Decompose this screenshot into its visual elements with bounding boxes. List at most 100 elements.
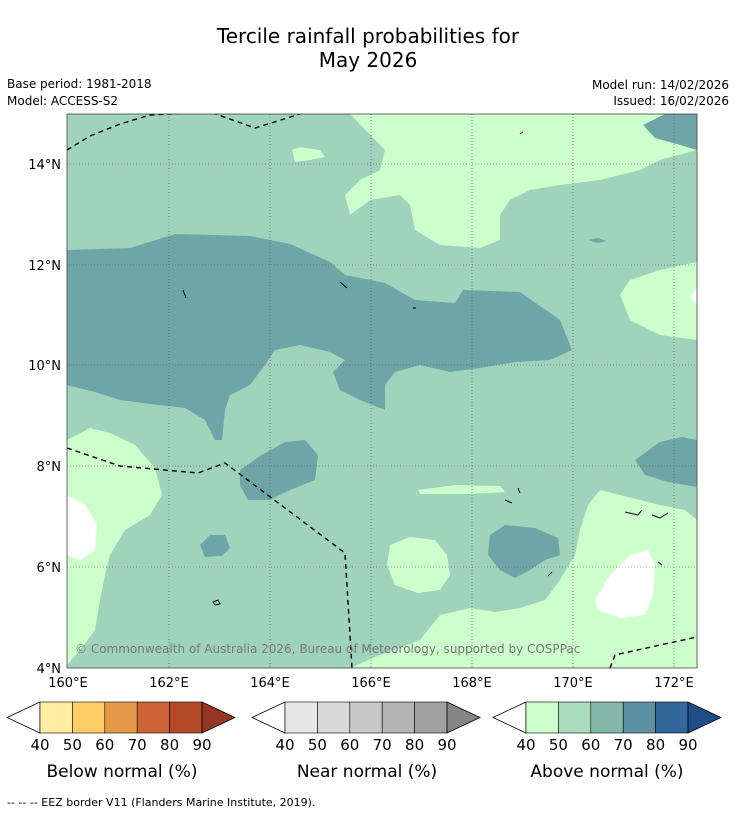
colorbar-segment xyxy=(136,701,170,734)
colorbar-segment xyxy=(655,701,689,734)
above-normal-40-strip xyxy=(418,485,505,494)
island xyxy=(339,281,348,289)
colorbar-segment xyxy=(349,701,383,734)
lon-label-162e: 162°E xyxy=(149,676,189,691)
eez-legend-note: -- -- -- EEZ border V11 (Flanders Marine… xyxy=(7,796,316,809)
colorbar-tick-label: 90 xyxy=(437,736,457,754)
copyright-notice: © Commonwealth of Australia 2026, Bureau… xyxy=(75,642,580,656)
lon-label-172e: 172°E xyxy=(654,676,694,691)
map-frame xyxy=(66,113,698,669)
lon-label-160e: 160°E xyxy=(48,676,88,691)
eez-border-west xyxy=(67,447,353,668)
above-normal-40-east-region xyxy=(620,262,697,340)
map-area: © Commonwealth of Australia 2026, Bureau… xyxy=(67,114,697,668)
colorbar-under-triangle xyxy=(492,701,527,734)
colorbar-segment xyxy=(39,701,73,734)
island xyxy=(547,571,553,577)
colorbar-near-title: Near normal (%) xyxy=(296,762,438,782)
model-label: Model: ACCESS-S2 xyxy=(7,94,119,108)
colorbar-tick-label: 80 xyxy=(405,736,425,754)
above-normal-60-patch-west xyxy=(240,440,318,500)
islands xyxy=(182,131,669,606)
colorbar-tick-label: 60 xyxy=(340,736,360,754)
colorbar-tick-label: 40 xyxy=(30,736,50,754)
colorbar-segment xyxy=(558,701,592,734)
colorbar-tick-label: 80 xyxy=(646,736,666,754)
lat-label-10n: 10°N xyxy=(28,359,61,374)
issued-label: Issued: 16/02/2026 xyxy=(613,94,729,108)
lon-label-170e: 170°E xyxy=(553,676,593,691)
colorbar-under-triangle xyxy=(251,701,286,734)
colorbar-above-normal xyxy=(492,701,722,734)
island xyxy=(517,487,521,494)
colorbar-tick-label: 70 xyxy=(127,736,147,754)
colorbar-near-normal xyxy=(251,701,481,734)
lat-label-4n: 4°N xyxy=(37,662,62,677)
colorbar-segment xyxy=(284,701,318,734)
colorbar-over-triangle xyxy=(446,701,481,734)
colorbar-segment xyxy=(622,701,656,734)
colorbar-over-triangle xyxy=(687,701,722,734)
colorbar-segment xyxy=(72,701,106,734)
colorbar-segment xyxy=(381,701,415,734)
colorbar-tick-label: 60 xyxy=(95,736,115,754)
lat-label-12n: 12°N xyxy=(28,259,61,274)
colorbar-tick-label: 70 xyxy=(372,736,392,754)
colorbar-under-triangle xyxy=(6,701,41,734)
map-title-line1: Tercile rainfall probabilities for xyxy=(216,24,520,48)
lat-axis-labels: 14°N 12°N 10°N 8°N 6°N 4°N xyxy=(28,158,61,677)
model-run-label: Model run: 14/02/2026 xyxy=(591,78,729,92)
colorbar-tick-label: 40 xyxy=(516,736,536,754)
colorbar-tick-label: 90 xyxy=(678,736,698,754)
colorbar-segment xyxy=(104,701,138,734)
island xyxy=(504,499,513,504)
colorbar-over-triangle xyxy=(201,701,236,734)
above-normal-40-southeast-region xyxy=(350,490,697,668)
colorbar-segment xyxy=(525,701,559,734)
lon-label-164e: 164°E xyxy=(250,676,290,691)
above-normal-60-band xyxy=(67,234,572,440)
above-normal-60-patch-northeast xyxy=(643,114,697,150)
above-normal-40-west-region xyxy=(67,428,162,665)
colorbar-segment xyxy=(414,701,448,734)
colorbar-segment xyxy=(169,701,203,734)
lon-axis-labels: 160°E 162°E 164°E 166°E 168°E 170°E 172°… xyxy=(48,676,694,691)
no-signal-patch-west xyxy=(67,495,97,560)
map-title-line2: May 2026 xyxy=(318,48,418,72)
above-normal-40-north-region xyxy=(345,114,697,248)
lon-label-166e: 166°E xyxy=(351,676,391,691)
colorbar-segment xyxy=(590,701,624,734)
lon-label-168e: 168°E xyxy=(452,676,492,691)
above-normal-40-island-north xyxy=(292,147,325,162)
above-normal-40-central-patch xyxy=(387,537,450,593)
colorbar-tick-label: 40 xyxy=(275,736,295,754)
island xyxy=(651,512,669,519)
island xyxy=(182,289,187,299)
colorbar-tick-label: 50 xyxy=(307,736,327,754)
eez-border-north xyxy=(67,114,301,151)
colorbar-tick-label: 50 xyxy=(548,736,568,754)
island xyxy=(657,561,663,566)
lat-label-14n: 14°N xyxy=(28,158,61,173)
above-normal-60-patch-east xyxy=(635,437,697,487)
island xyxy=(519,131,524,135)
colorbar-tick-label: 90 xyxy=(192,736,212,754)
colorbar-tick-label: 70 xyxy=(613,736,633,754)
lat-label-6n: 6°N xyxy=(37,561,62,576)
colorbar-below-normal xyxy=(6,701,236,734)
eez-border-southeast xyxy=(609,636,697,668)
island xyxy=(624,509,643,516)
map-gridlines xyxy=(67,114,697,668)
colorbar-tick-label: 50 xyxy=(62,736,82,754)
base-period-label: Base period: 1981-2018 xyxy=(7,77,152,91)
above-normal-60-patch-small xyxy=(200,535,230,557)
colorbar-above-title: Above normal (%) xyxy=(530,762,684,782)
colorbar-below-title: Below normal (%) xyxy=(46,762,198,782)
eez-borders xyxy=(67,114,697,668)
colorbar-tick-label: 80 xyxy=(160,736,180,754)
above-normal-60-patch-tiny xyxy=(588,238,606,243)
colorbar-segment xyxy=(317,701,351,734)
island xyxy=(212,599,221,606)
no-signal-patch-east xyxy=(690,288,697,305)
